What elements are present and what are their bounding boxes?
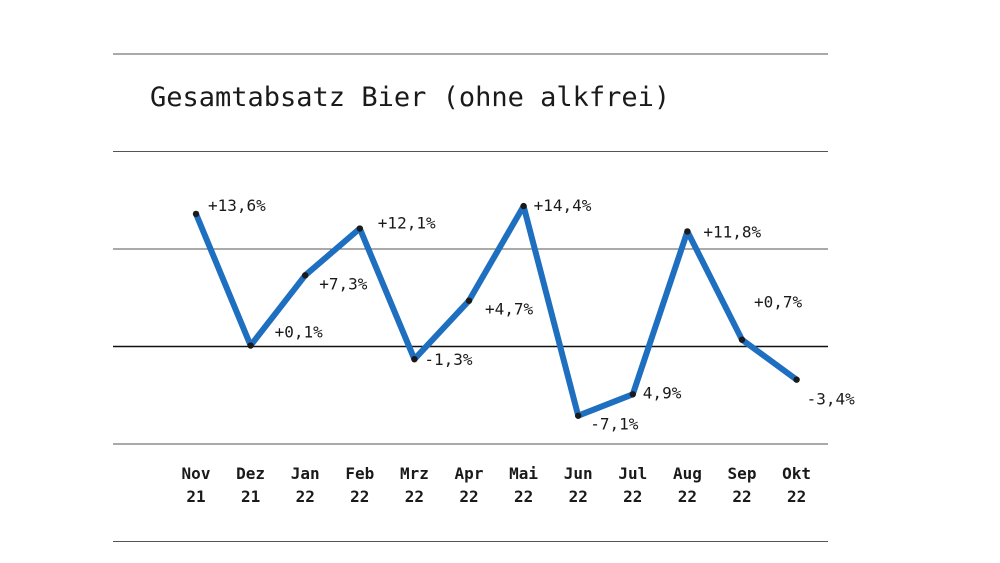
x-tick-label: Jan 22 [291,464,320,506]
x-tick-month: Nov [182,464,211,483]
x-tick-month: Jun [564,464,593,483]
x-tick-year: 22 [732,487,751,506]
x-tick-year: 22 [678,487,697,506]
x-tick-label: Nov 21 [182,464,211,506]
data-label: +4,7% [485,300,534,319]
data-label: -7,1% [590,415,639,434]
series [192,202,800,419]
data-point [520,202,527,210]
x-tick-label: Jul 22 [618,464,647,506]
x-tick-month: Dez [236,464,265,483]
data-labels: +13,6% +0,1% +7,3% +12,1% -1,3% +4,7% +14,4% -7… [208,196,855,434]
x-tick-label: Apr 22 [455,464,484,506]
x-tick-year: 21 [241,487,260,506]
x-tick-month: Sep [728,464,757,483]
gridlines [113,53,828,542]
x-tick-year: 22 [623,487,642,506]
data-point [192,210,200,218]
x-tick-month: Jan [291,464,320,483]
x-tick-year: 21 [186,487,205,506]
x-tick-year: 22 [569,487,588,506]
data-point [793,376,800,383]
data-label: +0,1% [275,323,324,342]
x-tick-month: Apr [455,464,484,483]
data-label: -1,3% [424,350,473,369]
x-tick-month: Jul [618,464,647,483]
chart-title: Gesamtabsatz Bier (ohne alkfrei) [150,82,670,113]
x-tick-year: 22 [296,487,315,506]
data-point [247,342,254,349]
x-tick-year: 22 [350,487,369,506]
x-tick-year: 22 [787,487,806,506]
series-line [193,203,800,419]
data-label: +14,4% [534,196,592,215]
x-tick-month: Aug [673,464,702,483]
x-tick-label: Aug 22 [673,464,702,506]
x-tick-label: Mai 22 [509,464,538,506]
data-point [575,412,582,419]
x-tick-label: Sep 22 [728,464,757,506]
x-tick-month: Mai [509,464,538,483]
data-point [684,228,691,235]
x-tick-year: 22 [405,487,424,506]
data-label: +0,7% [754,293,803,312]
data-point [465,297,473,304]
data-point [356,225,363,232]
x-tick-month: Okt [782,464,811,483]
data-label: +11,8% [703,222,761,241]
x-tick-month: Mrz [400,464,429,483]
x-tick-label: Jun 22 [564,464,593,506]
x-tick-year: 22 [459,487,478,506]
data-point [629,391,636,398]
data-label: +12,1% [378,214,436,233]
x-tick-year: 22 [514,487,533,506]
data-label: 4,9% [643,383,682,402]
x-tick-label: Dez 21 [236,464,265,506]
x-tick-label: Okt 22 [782,464,811,506]
data-label: -3,4% [807,390,856,409]
x-tick-label: Feb 22 [345,464,374,506]
data-point [302,272,309,279]
x-tick-month: Feb [345,464,374,483]
data-point [738,336,746,343]
data-label: +13,6% [208,196,266,215]
data-label: +7,3% [319,274,368,293]
x-tick-label: Mrz 22 [400,464,429,506]
x-axis-labels: Nov 21 Dez 21 Jan 22 Feb 22 Mrz 22 Apr 22 Mai 22 Jun 22… [182,464,812,506]
data-point [411,355,418,363]
